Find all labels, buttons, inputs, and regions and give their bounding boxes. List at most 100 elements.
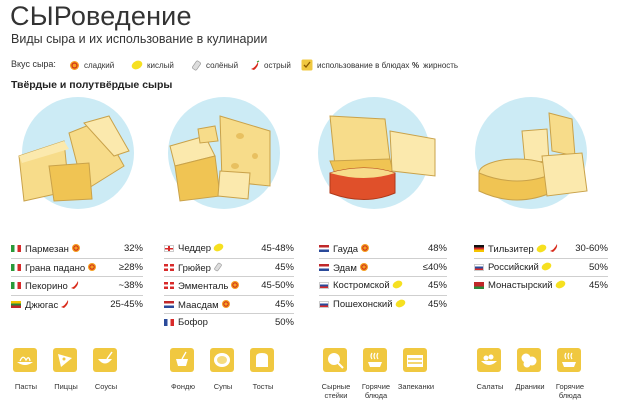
sour-icon xyxy=(555,280,565,289)
flag-russia-icon xyxy=(319,282,329,289)
fondue-icon xyxy=(176,351,188,366)
cheese-list-2: Чеддер 45-48% Грюйер 45% Эмменталь 45-50… xyxy=(164,240,294,333)
cheese-row: Чеддер 45-48% xyxy=(164,240,294,259)
percent-icon: % xyxy=(412,60,420,70)
page-title: СЫРоведение xyxy=(10,1,192,31)
sour-icon xyxy=(395,299,405,307)
sweet-icon xyxy=(231,281,240,289)
section-title: Твёрдые и полутвёрдые сыры xyxy=(11,79,173,91)
flag-russia-icon xyxy=(474,263,484,271)
fat-value: ≤40% xyxy=(422,261,447,273)
flag-netherlands-icon xyxy=(164,300,174,308)
fat-value: 32% xyxy=(123,243,143,254)
casserole-icon xyxy=(407,355,423,367)
cheese-row: Эдам ≤40% xyxy=(319,259,447,277)
cheese-list-1: Пармезан 32% Грана падано ≥28% Пекорино … xyxy=(11,240,143,314)
sweet-icon xyxy=(70,60,79,70)
legend-item-salty: солёный xyxy=(191,58,238,72)
sour-icon xyxy=(536,244,546,253)
legend-item-sweet: сладкий xyxy=(69,58,114,72)
flag-italy-icon xyxy=(11,282,21,289)
cheese-row: Грана падано ≥28% xyxy=(11,259,143,277)
legend-label: Вкус сыра: xyxy=(11,59,56,69)
fat-value: 50% xyxy=(274,317,294,328)
fat-value: 25-45% xyxy=(110,298,143,310)
fat-value: 45% xyxy=(427,280,447,291)
cheese-row: Пошехонский 45% xyxy=(319,296,447,315)
flag-switzerland-icon xyxy=(164,263,174,271)
fat-value: 45% xyxy=(274,298,294,310)
sweet-icon xyxy=(88,262,97,271)
flag-netherlands-icon xyxy=(319,245,329,252)
sweet-icon xyxy=(71,244,80,252)
pizza-icon xyxy=(58,354,72,367)
frying-pan-icon xyxy=(328,353,344,369)
fat-value: ≥28% xyxy=(118,261,143,273)
legend-item-sour: кислый xyxy=(131,58,174,72)
flag-belarus-icon xyxy=(474,282,484,289)
cheese-row: Бофор 50% xyxy=(164,314,294,333)
spicy-icon xyxy=(251,59,260,70)
cheese-list-4: Тильзитер 30-60% Российский 50% Монастыр… xyxy=(474,240,608,296)
cheese-row: Пармезан 32% xyxy=(11,240,143,259)
cheese-illustration-2 xyxy=(168,97,280,209)
page-subtitle: Виды сыра и их использование в кулинарии xyxy=(11,32,268,46)
salad-icon xyxy=(481,354,497,365)
fat-value: 45% xyxy=(588,280,608,291)
taste-legend: Вкус сыра: сладкий кислый солёный острый… xyxy=(11,58,611,72)
hot-dish-icon xyxy=(562,352,576,367)
toast-icon xyxy=(256,353,268,367)
cheese-list-3: Гауда 48% Эдам ≤40% Костромской 45% Поше… xyxy=(319,240,447,314)
cheese-row: Пекорино ~38% xyxy=(11,277,143,296)
cheese-row: Джюгас 25-45% xyxy=(11,296,143,315)
cheese-illustration-4 xyxy=(475,97,588,209)
fat-value: ~38% xyxy=(118,280,143,291)
sour-icon xyxy=(213,243,224,252)
cheese-row: Костромской 45% xyxy=(319,277,447,296)
sauce-icon xyxy=(98,351,113,364)
flag-lithuania-icon xyxy=(11,300,21,308)
cheese-row: Маасдам 45% xyxy=(164,296,294,314)
sweet-icon xyxy=(221,299,230,308)
cheese-row: Эмменталь 45-50% xyxy=(164,277,294,296)
legend-item-spicy: острый xyxy=(249,58,291,72)
pasta-icon xyxy=(17,356,33,365)
sour-icon xyxy=(541,262,552,270)
flag-france-icon xyxy=(164,319,174,326)
soup-icon xyxy=(214,353,230,367)
cheese-row: Монастырский 45% xyxy=(474,277,608,296)
fat-value: 45-50% xyxy=(261,280,294,291)
flag-russia-icon xyxy=(319,300,329,308)
flag-uk-icon xyxy=(164,245,174,252)
fat-value: 48% xyxy=(427,243,447,254)
sour-icon xyxy=(392,280,402,289)
hot-dish-icon xyxy=(368,352,382,367)
salty-icon xyxy=(192,60,201,70)
spicy-icon xyxy=(70,281,78,289)
flag-germany-icon xyxy=(474,245,484,252)
flag-switzerland-icon xyxy=(164,282,174,289)
fat-value: 50% xyxy=(588,261,608,273)
fat-value: 45% xyxy=(274,261,294,273)
flag-italy-icon xyxy=(11,263,21,271)
cheese-illustration-3 xyxy=(318,97,436,209)
fat-value: 30-60% xyxy=(575,243,608,254)
legend-item-cooking: использование в блюдах xyxy=(301,58,409,72)
spicy-icon xyxy=(61,299,69,308)
cheese-illustration-1 xyxy=(18,97,134,209)
legend-item-fat: % жирность xyxy=(412,60,459,70)
flag-italy-icon xyxy=(11,245,21,252)
sweet-icon xyxy=(361,244,370,252)
cooking-use-icon xyxy=(301,59,313,71)
fat-value: 45% xyxy=(427,298,447,310)
flag-netherlands-icon xyxy=(319,263,329,271)
pancake-icon xyxy=(521,353,537,368)
cheese-row: Гауда 48% xyxy=(319,240,447,259)
cheese-row: Тильзитер 30-60% xyxy=(474,240,608,259)
sweet-icon xyxy=(359,262,368,271)
spicy-icon xyxy=(549,244,557,252)
fat-value: 45-48% xyxy=(261,243,294,254)
cheese-row: Грюйер 45% xyxy=(164,259,294,277)
salty-icon xyxy=(214,262,222,271)
cheese-row: Российский 50% xyxy=(474,259,608,277)
